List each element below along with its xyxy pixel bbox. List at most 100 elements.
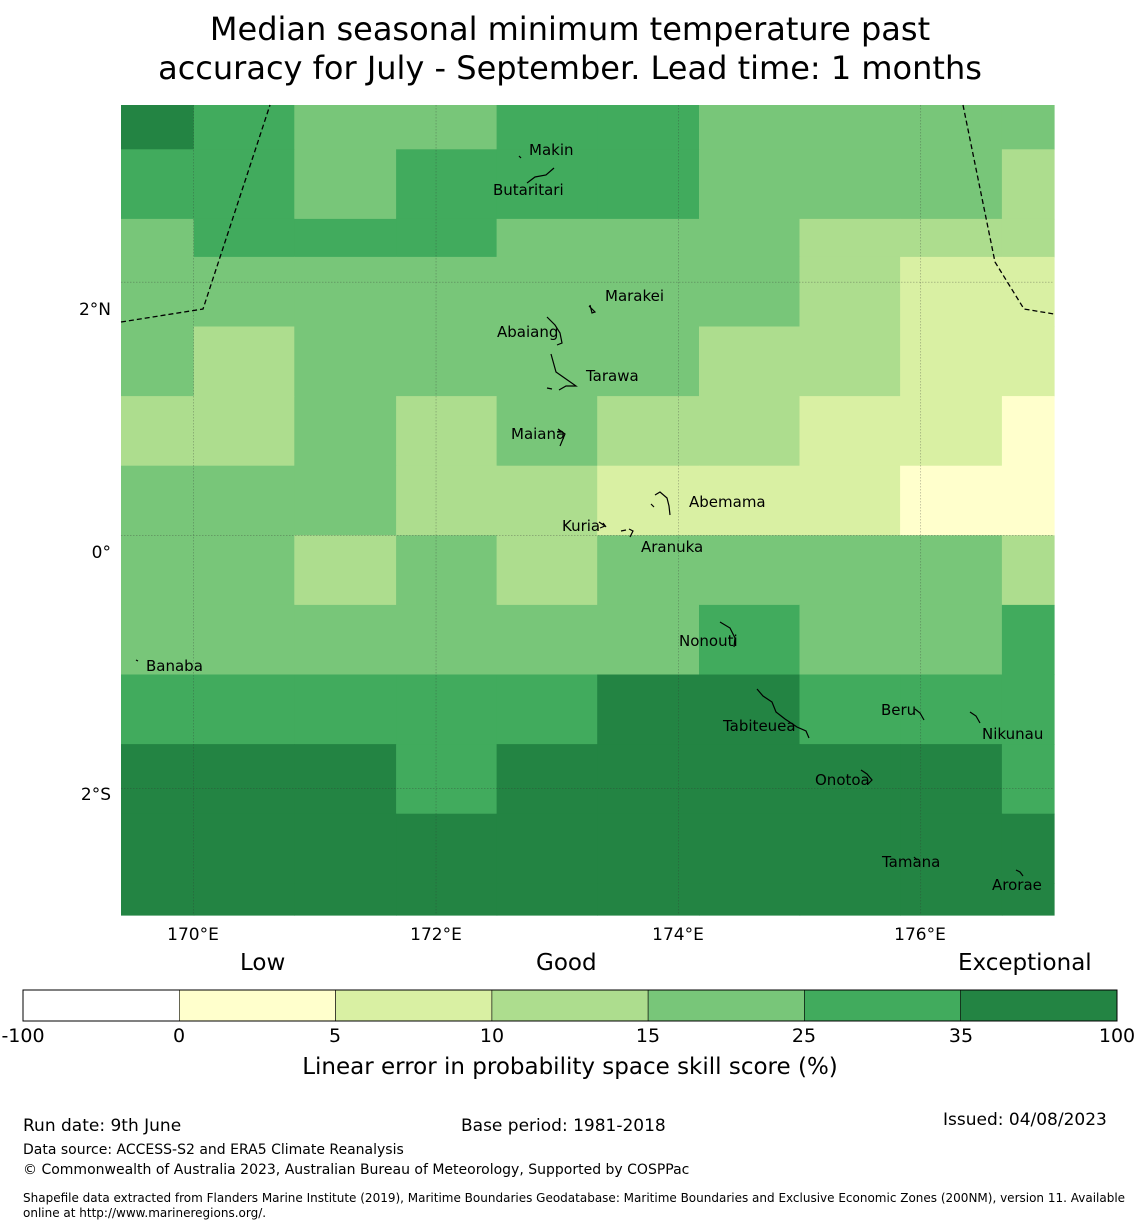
skill-cell xyxy=(496,883,598,916)
skill-cell xyxy=(294,535,397,606)
skill-cell xyxy=(193,105,295,150)
skill-cell xyxy=(799,105,901,150)
skill-cell xyxy=(294,465,397,536)
lon-tick-176: 176°E xyxy=(894,925,946,945)
legend-level-good: Good xyxy=(536,950,597,976)
skill-cell xyxy=(496,105,598,150)
shapefile-credit: Shapefile data extracted from Flanders M… xyxy=(23,1191,1126,1220)
skill-cell xyxy=(799,883,901,916)
nonouti-outline xyxy=(719,621,736,648)
skill-cell xyxy=(799,604,901,676)
skill-cell xyxy=(121,674,195,745)
skill-cell xyxy=(294,105,397,150)
marakei-outline xyxy=(588,304,597,314)
skill-cell xyxy=(1001,396,1055,467)
skill-cell xyxy=(294,604,397,676)
island-label-maiana: Maiana xyxy=(511,425,565,443)
skill-cell xyxy=(396,535,498,606)
lon-tick-174: 174°E xyxy=(652,925,704,945)
skill-cell xyxy=(799,326,901,397)
onotoa-outline xyxy=(860,769,873,785)
skill-cell xyxy=(121,465,195,536)
skill-cell xyxy=(699,105,801,150)
skill-cell xyxy=(1001,149,1055,220)
skill-cell xyxy=(396,105,498,150)
skill-cell xyxy=(900,465,1003,536)
graticule xyxy=(121,105,1054,915)
skill-cell xyxy=(294,218,397,258)
skill-cell xyxy=(900,604,1003,676)
skill-cell xyxy=(597,218,700,258)
skill-cell xyxy=(193,604,295,676)
eez-boundaries xyxy=(120,104,1055,323)
aranuka-outline xyxy=(620,528,634,538)
island-label-banaba: Banaba xyxy=(146,657,203,675)
island-label-abaiang: Abaiang xyxy=(497,323,558,341)
skill-cell xyxy=(121,813,195,884)
skill-cell xyxy=(699,535,801,606)
base-period: Base period: 1981-2018 xyxy=(461,1116,666,1136)
skill-cell xyxy=(294,744,397,815)
skill-cell xyxy=(597,674,700,745)
skill-cell xyxy=(699,465,801,536)
skill-cell xyxy=(1001,813,1055,884)
skill-cell xyxy=(496,256,598,328)
island-label-kuria: Kuria xyxy=(562,517,600,535)
skill-cell xyxy=(699,326,801,397)
skill-cell xyxy=(900,149,1003,220)
island-label-aranuka: Aranuka xyxy=(641,538,703,556)
eez-boundary-east xyxy=(962,104,1055,315)
skill-cell xyxy=(900,256,1003,328)
skill-cell xyxy=(699,604,801,676)
skill-cell xyxy=(396,674,498,745)
skill-cell xyxy=(597,744,700,815)
lat-tick-0: 0° xyxy=(92,543,111,563)
copyright: © Commonwealth of Australia 2023, Austra… xyxy=(23,1162,690,1178)
island-label-onotoa: Onotoa xyxy=(815,771,870,789)
colorbar-tick: 100 xyxy=(1098,1025,1136,1047)
island-labels: Makin Butaritari Marakei Abaiang Tarawa … xyxy=(146,141,1043,894)
makin-outline xyxy=(518,155,522,159)
tarawa-outline xyxy=(546,353,578,391)
skill-cell xyxy=(396,465,498,536)
skill-cell xyxy=(121,256,195,328)
tabiteuea-outline xyxy=(756,688,810,739)
skill-cell xyxy=(193,326,295,397)
arorae-outline xyxy=(1015,869,1024,877)
skill-cell xyxy=(597,396,700,467)
island-label-abemama: Abemama xyxy=(689,493,766,511)
skill-cell xyxy=(597,149,700,220)
skill-cell xyxy=(597,604,700,676)
skill-cell xyxy=(496,535,598,606)
island-outlines xyxy=(135,155,1024,877)
skill-cell xyxy=(1001,256,1055,328)
skill-cell xyxy=(193,465,295,536)
skill-cell xyxy=(193,883,295,916)
colorbar-tick: 0 xyxy=(172,1025,186,1047)
skill-cell xyxy=(597,326,700,397)
skill-cell xyxy=(193,744,295,815)
skill-cell xyxy=(121,744,195,815)
skill-cell xyxy=(396,813,498,884)
skill-cell xyxy=(1001,535,1055,606)
skill-cell xyxy=(597,883,700,916)
skill-cell xyxy=(799,535,901,606)
abaiang-outline xyxy=(546,316,563,346)
skill-cell xyxy=(699,149,801,220)
nikunau-outline xyxy=(969,711,981,724)
colorbar-swatch xyxy=(647,989,805,1022)
skill-cell xyxy=(193,674,295,745)
skill-cell xyxy=(799,674,901,745)
skill-cell xyxy=(294,326,397,397)
lat-tick-2n: 2°N xyxy=(79,300,111,320)
eez-boundary-west xyxy=(120,104,271,323)
skill-cell xyxy=(496,744,598,815)
skill-cell xyxy=(1001,105,1055,150)
skill-cell xyxy=(900,744,1003,815)
skill-cell xyxy=(294,813,397,884)
skill-cell xyxy=(496,326,598,397)
butaritari-outline xyxy=(526,167,555,184)
island-label-arorae: Arorae xyxy=(992,876,1042,894)
colorbar-tick: 25 xyxy=(791,1025,817,1047)
island-label-makin: Makin xyxy=(529,141,574,159)
